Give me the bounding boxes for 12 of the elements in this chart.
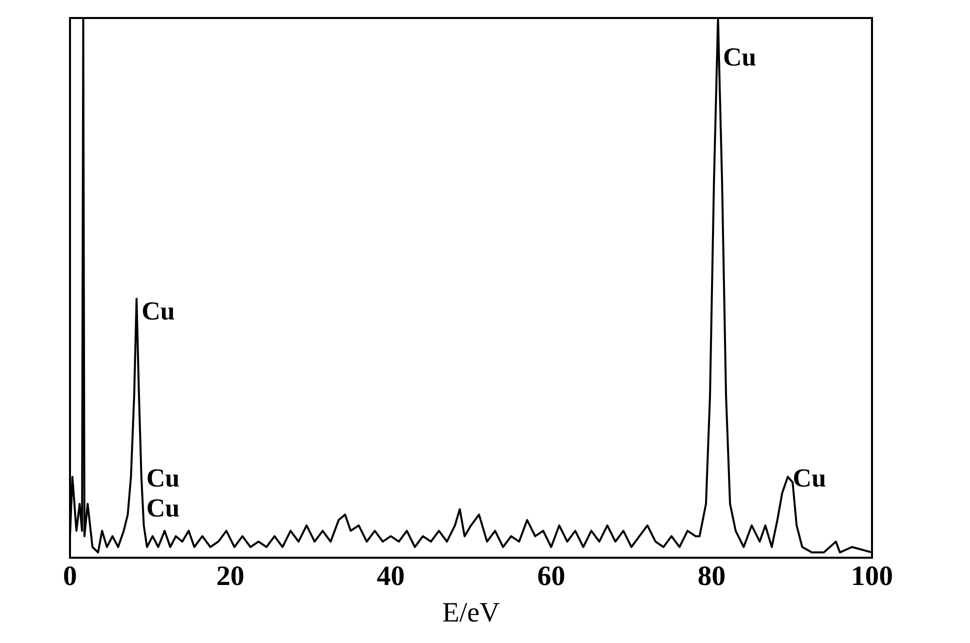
annotation: Cu [723,42,756,72]
x-tick-label: 0 [63,560,77,592]
annotation: Cu [146,493,180,522]
x-tick-label: 20 [216,560,244,592]
x-tick-label: 60 [537,560,566,592]
x-axis-title: E/eV [442,598,500,629]
x-tick-label: 40 [376,560,405,592]
annotation: Cu [792,464,826,493]
annotation: Cu [146,464,180,493]
annotation: Cu [142,296,175,326]
x-tick-label: 80 [698,560,726,592]
x-tick-label: 100 [851,560,893,592]
